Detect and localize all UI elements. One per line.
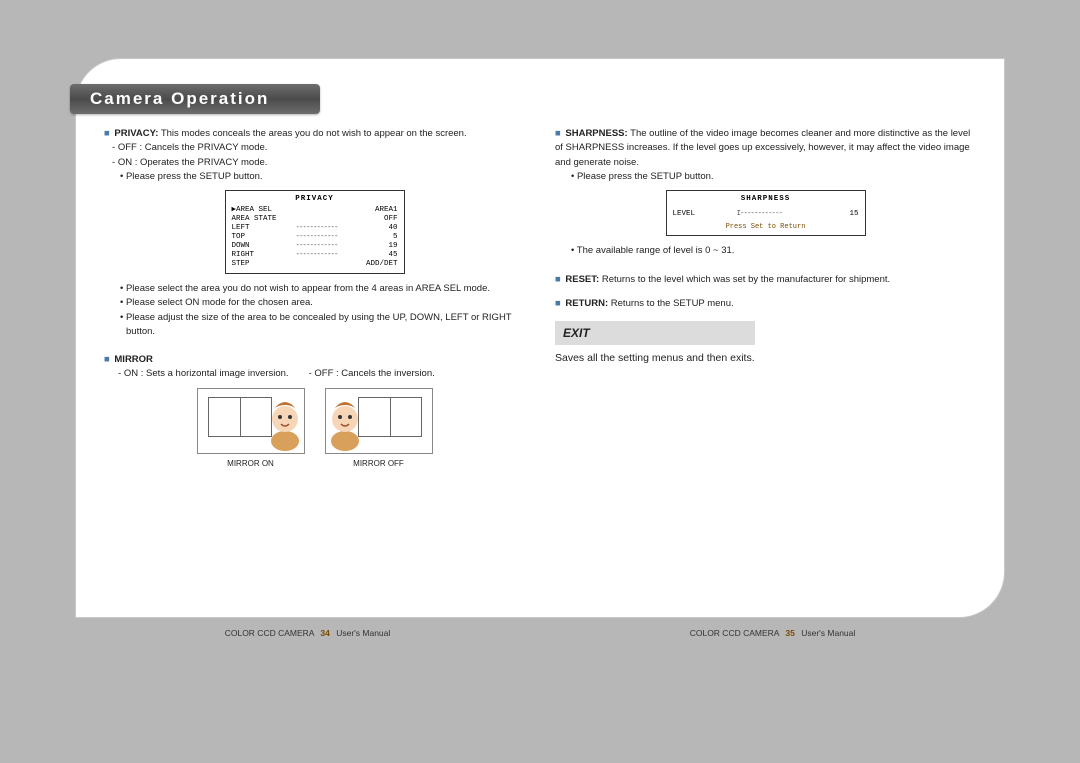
sharpness-setup: • Please press the SETUP button. — [555, 170, 976, 184]
cartoon-icon — [264, 397, 306, 453]
bullet-icon: ■ — [104, 354, 110, 365]
return-label: RETURN: — [565, 298, 608, 309]
privacy-desc: This modes conceals the areas you do not… — [161, 128, 467, 139]
mirror-options: - ON : Sets a horizontal image inversion… — [104, 367, 525, 381]
mirror-on-frame — [197, 388, 305, 454]
mirror-off-figure: MIRROR OFF — [325, 388, 433, 470]
manual-page-frame: Camera Operation ■ PRIVACY: This modes c… — [75, 58, 1005, 618]
sharpness-heading: ■ SHARPNESS: The outline of the video im… — [555, 127, 976, 170]
sharpness-menu-title: SHARPNESS — [673, 195, 859, 204]
exit-section-header: EXIT — [555, 321, 755, 345]
privacy-note-3: • Please adjust the size of the area to … — [104, 311, 525, 340]
privacy-off: - OFF : Cancels the PRIVACY mode. — [104, 141, 525, 155]
mirror-on-caption: MIRROR ON — [197, 458, 305, 470]
privacy-note-2: • Please select ON mode for the chosen a… — [104, 296, 525, 310]
privacy-note-1: • Please select the area you do not wish… — [104, 282, 525, 296]
mirror-label: MIRROR — [114, 354, 153, 365]
right-page-number: 35 — [785, 628, 794, 638]
right-column: ■ SHARPNESS: The outline of the video im… — [555, 127, 976, 597]
privacy-menu-title: PRIVACY — [232, 195, 398, 204]
bullet-icon: ■ — [104, 128, 110, 139]
privacy-menu-box: PRIVACY ▶AREA SELAREA1 AREA STATEOFF LEF… — [225, 190, 405, 274]
press-set-text: Press Set to Return — [673, 223, 859, 231]
mirror-heading: ■ MIRROR — [104, 353, 525, 367]
bullet-icon: ■ — [555, 128, 561, 139]
privacy-on: - ON : Operates the PRIVACY mode. — [104, 156, 525, 170]
return-line: ■ RETURN: Returns to the SETUP menu. — [555, 297, 976, 311]
sharpness-label: SHARPNESS: — [565, 128, 627, 139]
return-desc: Returns to the SETUP menu. — [611, 298, 734, 309]
privacy-setup: • Please press the SETUP button. — [104, 170, 525, 184]
sharpness-range: • The available range of level is 0 ~ 31… — [555, 244, 976, 258]
cartoon-icon — [324, 397, 366, 453]
mirror-on-figure: MIRROR ON — [197, 388, 305, 470]
privacy-label: PRIVACY: — [114, 128, 158, 139]
mirror-off-frame — [325, 388, 433, 454]
left-column: ■ PRIVACY: This modes conceals the areas… — [104, 127, 525, 597]
reset-label: RESET: — [565, 274, 599, 285]
exit-desc: Saves all the setting menus and then exi… — [555, 351, 976, 367]
bullet-icon: ■ — [555, 274, 561, 285]
mirror-off-text: - OFF : Cancels the inversion. — [309, 367, 435, 381]
reset-line: ■ RESET: Returns to the level which was … — [555, 273, 976, 287]
chapter-title: Camera Operation — [90, 89, 269, 109]
right-footer: COLOR CCD CAMERA 35 User's Manual — [540, 628, 1005, 638]
left-page-number: 34 — [320, 628, 329, 638]
chapter-title-bar: Camera Operation — [70, 84, 320, 114]
privacy-heading: ■ PRIVACY: This modes conceals the areas… — [104, 127, 525, 141]
page-footers: COLOR CCD CAMERA 34 User's Manual COLOR … — [75, 628, 1005, 638]
mirror-on-text: - ON : Sets a horizontal image inversion… — [118, 367, 289, 381]
content-columns: ■ PRIVACY: This modes conceals the areas… — [104, 127, 976, 597]
mirror-figures: MIRROR ON MIRROR OFF — [104, 388, 525, 470]
left-footer: COLOR CCD CAMERA 34 User's Manual — [75, 628, 540, 638]
reset-desc: Returns to the level which was set by th… — [602, 274, 890, 285]
bullet-icon: ■ — [555, 298, 561, 309]
mirror-off-caption: MIRROR OFF — [325, 458, 433, 470]
sharpness-menu-box: SHARPNESS LEVEL I------------ 15 Press S… — [666, 190, 866, 236]
